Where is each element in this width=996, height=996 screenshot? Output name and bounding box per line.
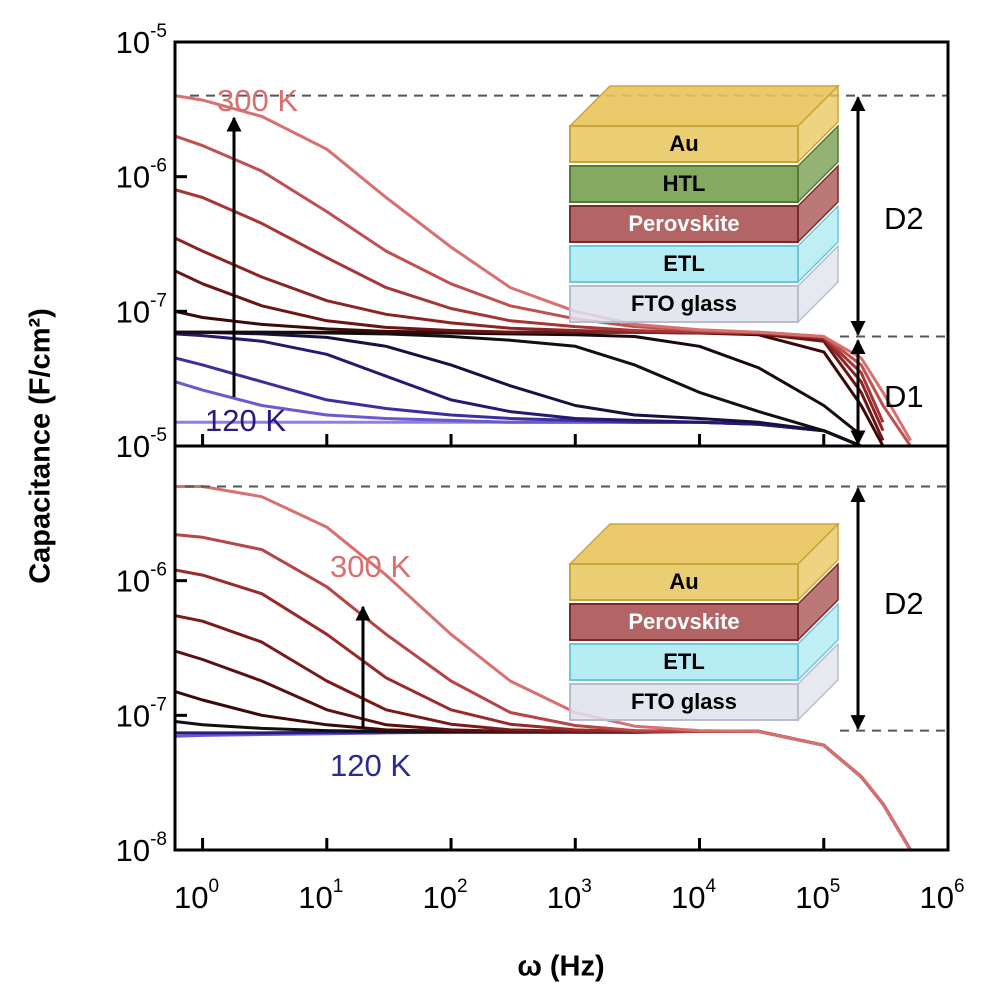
x-tick-label: 104 (671, 876, 716, 915)
layer-front (569, 165, 799, 203)
layer-front (569, 603, 799, 641)
x-tick-label: 106 (919, 876, 964, 915)
x-tick-exponent: 2 (457, 876, 468, 897)
y-tick-base: 10 (116, 698, 150, 733)
annotation: 300 K (217, 83, 298, 118)
x-tick-exponent: 0 (209, 876, 220, 897)
x-axis-label: ω (Hz) (517, 951, 604, 983)
layer-top (568, 85, 840, 127)
y-tick-exponent: -7 (150, 290, 167, 311)
x-tick-base: 10 (919, 880, 953, 915)
y-tick-exponent: -8 (150, 829, 167, 850)
y-tick-base: 10 (116, 429, 150, 464)
y-tick-label: 10-5 (116, 425, 167, 464)
data-line (175, 332, 862, 446)
x-tick-label: 100 (174, 876, 219, 915)
x-tick-base: 10 (671, 880, 705, 915)
annotation: D2 (884, 201, 924, 236)
layer-label: Au (669, 569, 698, 594)
layer-front (569, 245, 799, 283)
plot-frame (173, 444, 950, 852)
y-tick-label: 10-7 (116, 694, 167, 733)
y-tick-exponent: -7 (150, 694, 167, 715)
y-tick-base: 10 (116, 294, 150, 329)
y-axis-label: Capacitance (F/cm²) (25, 308, 57, 584)
layer-label: HTL (663, 171, 706, 196)
y-tick-base: 10 (116, 833, 150, 868)
y-tick-base: 10 (116, 160, 150, 195)
y-tick-base: 10 (116, 564, 150, 599)
layer-front (569, 683, 799, 721)
layer-top (568, 523, 840, 565)
x-tick-label: 103 (547, 876, 592, 915)
annotation: 120 K (205, 403, 286, 438)
y-tick-label: 10-5 (116, 21, 167, 60)
y-tick-exponent: -6 (150, 560, 167, 581)
layer-label: FTO glass (631, 291, 737, 316)
layer-front (569, 643, 799, 681)
x-tick-exponent: 1 (333, 876, 344, 897)
layer-label: ETL (663, 251, 705, 276)
y-tick-label: 10-6 (116, 156, 167, 195)
x-tick-base: 10 (298, 880, 332, 915)
x-tick-exponent: 4 (705, 876, 716, 897)
data-line (175, 729, 912, 850)
data-line (175, 330, 863, 437)
x-tick-base: 10 (423, 880, 457, 915)
x-tick-exponent: 3 (581, 876, 592, 897)
x-tick-label: 102 (423, 876, 468, 915)
layer-label: ETL (663, 649, 705, 674)
data-line (175, 729, 912, 850)
y-tick-exponent: -5 (150, 425, 167, 446)
layer-front (569, 285, 799, 323)
x-tick-base: 10 (174, 880, 208, 915)
x-tick-label: 101 (298, 876, 343, 915)
annotation: D2 (884, 586, 924, 621)
y-tick-label: 10-7 (116, 290, 167, 329)
data-line (175, 269, 885, 442)
layer-label: Perovskite (628, 211, 739, 236)
annotation: 120 K (330, 748, 411, 783)
layer-label: Au (669, 131, 698, 156)
x-tick-base: 10 (795, 880, 829, 915)
y-tick-label: 10-6 (116, 560, 167, 599)
layer-label: Perovskite (628, 609, 739, 634)
annotation: 300 K (330, 549, 411, 584)
layer-front (569, 125, 799, 163)
layer-front (569, 563, 799, 601)
y-tick-label: 10-8 (116, 829, 167, 868)
y-tick-base: 10 (116, 25, 150, 60)
data-line (175, 330, 862, 446)
layer-label: FTO glass (631, 689, 737, 714)
x-tick-label: 105 (795, 876, 840, 915)
x-tick-exponent: 6 (954, 876, 965, 897)
layer-front (569, 205, 799, 243)
x-tick-exponent: 5 (830, 876, 841, 897)
y-tick-exponent: -6 (150, 156, 167, 177)
annotation: D1 (884, 379, 924, 414)
x-tick-base: 10 (547, 880, 581, 915)
y-tick-exponent: -5 (150, 21, 167, 42)
